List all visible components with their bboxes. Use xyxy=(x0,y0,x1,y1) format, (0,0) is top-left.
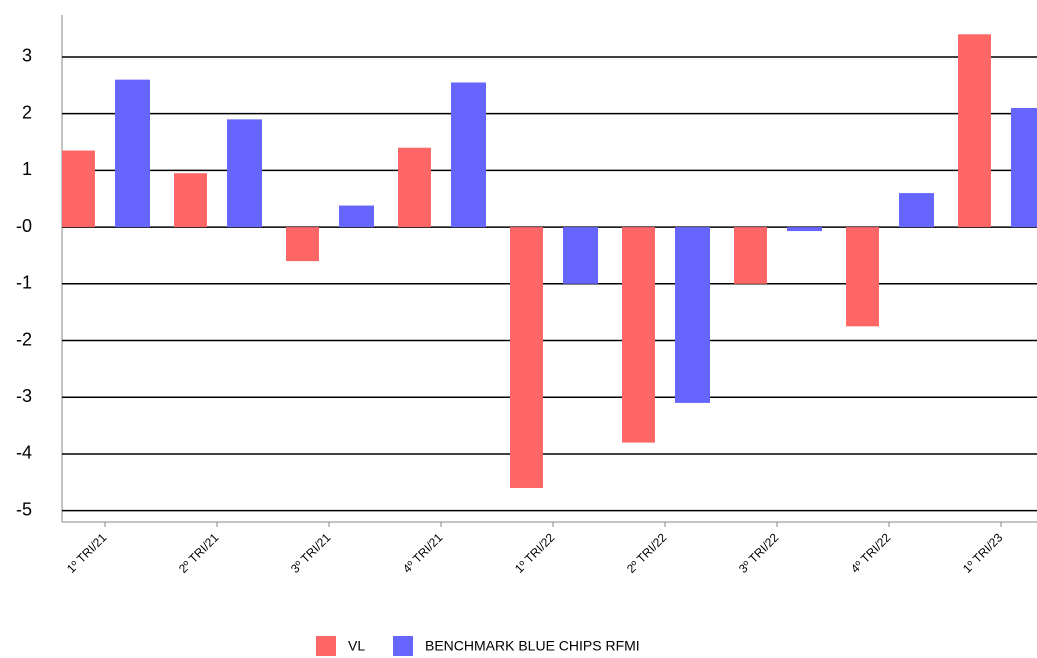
x-tick-label: 3º TRI/21 xyxy=(288,530,334,576)
x-tick-label: 2º TRI/21 xyxy=(176,530,222,576)
bar xyxy=(675,227,710,403)
bar xyxy=(339,205,374,228)
y-tick-label: -4 xyxy=(16,443,32,463)
bar xyxy=(899,193,934,228)
bar xyxy=(451,82,486,228)
x-tick-label: 4º TRI/22 xyxy=(848,530,894,576)
bar xyxy=(563,227,598,284)
bar xyxy=(227,119,262,228)
x-tick-label: 1º TRI/21 xyxy=(64,530,110,576)
y-tick-label: -1 xyxy=(16,273,32,293)
bar xyxy=(622,227,655,443)
legend-swatch xyxy=(316,636,336,656)
bar xyxy=(958,34,991,228)
bar xyxy=(398,147,431,228)
bar xyxy=(174,173,207,228)
y-tick-label: -2 xyxy=(16,329,32,349)
bar xyxy=(286,227,319,262)
bar xyxy=(734,227,767,284)
bar xyxy=(787,227,822,232)
x-tick-label: 2º TRI/22 xyxy=(624,530,670,576)
bar xyxy=(846,227,879,327)
y-tick-label: -0 xyxy=(16,216,32,236)
x-tick-label: 1º TRI/22 xyxy=(512,530,558,576)
bar xyxy=(1011,108,1037,228)
bar xyxy=(115,79,150,228)
y-tick-label: 3 xyxy=(22,46,32,66)
y-tick-label: -3 xyxy=(16,386,32,406)
bar xyxy=(510,227,543,488)
y-tick-label: 2 xyxy=(22,102,32,122)
legend-label: BENCHMARK BLUE CHIPS RFMI xyxy=(425,638,640,654)
x-tick-label: 4º TRI/21 xyxy=(400,530,446,576)
bar xyxy=(62,150,95,228)
legend-swatch xyxy=(393,636,413,656)
y-tick-label: -5 xyxy=(16,499,32,519)
legend-label: VL xyxy=(348,638,365,654)
y-tick-label: 1 xyxy=(22,159,32,179)
x-tick-label: 1º TRI/23 xyxy=(960,530,1006,576)
x-tick-label: 3º TRI/22 xyxy=(736,530,782,576)
